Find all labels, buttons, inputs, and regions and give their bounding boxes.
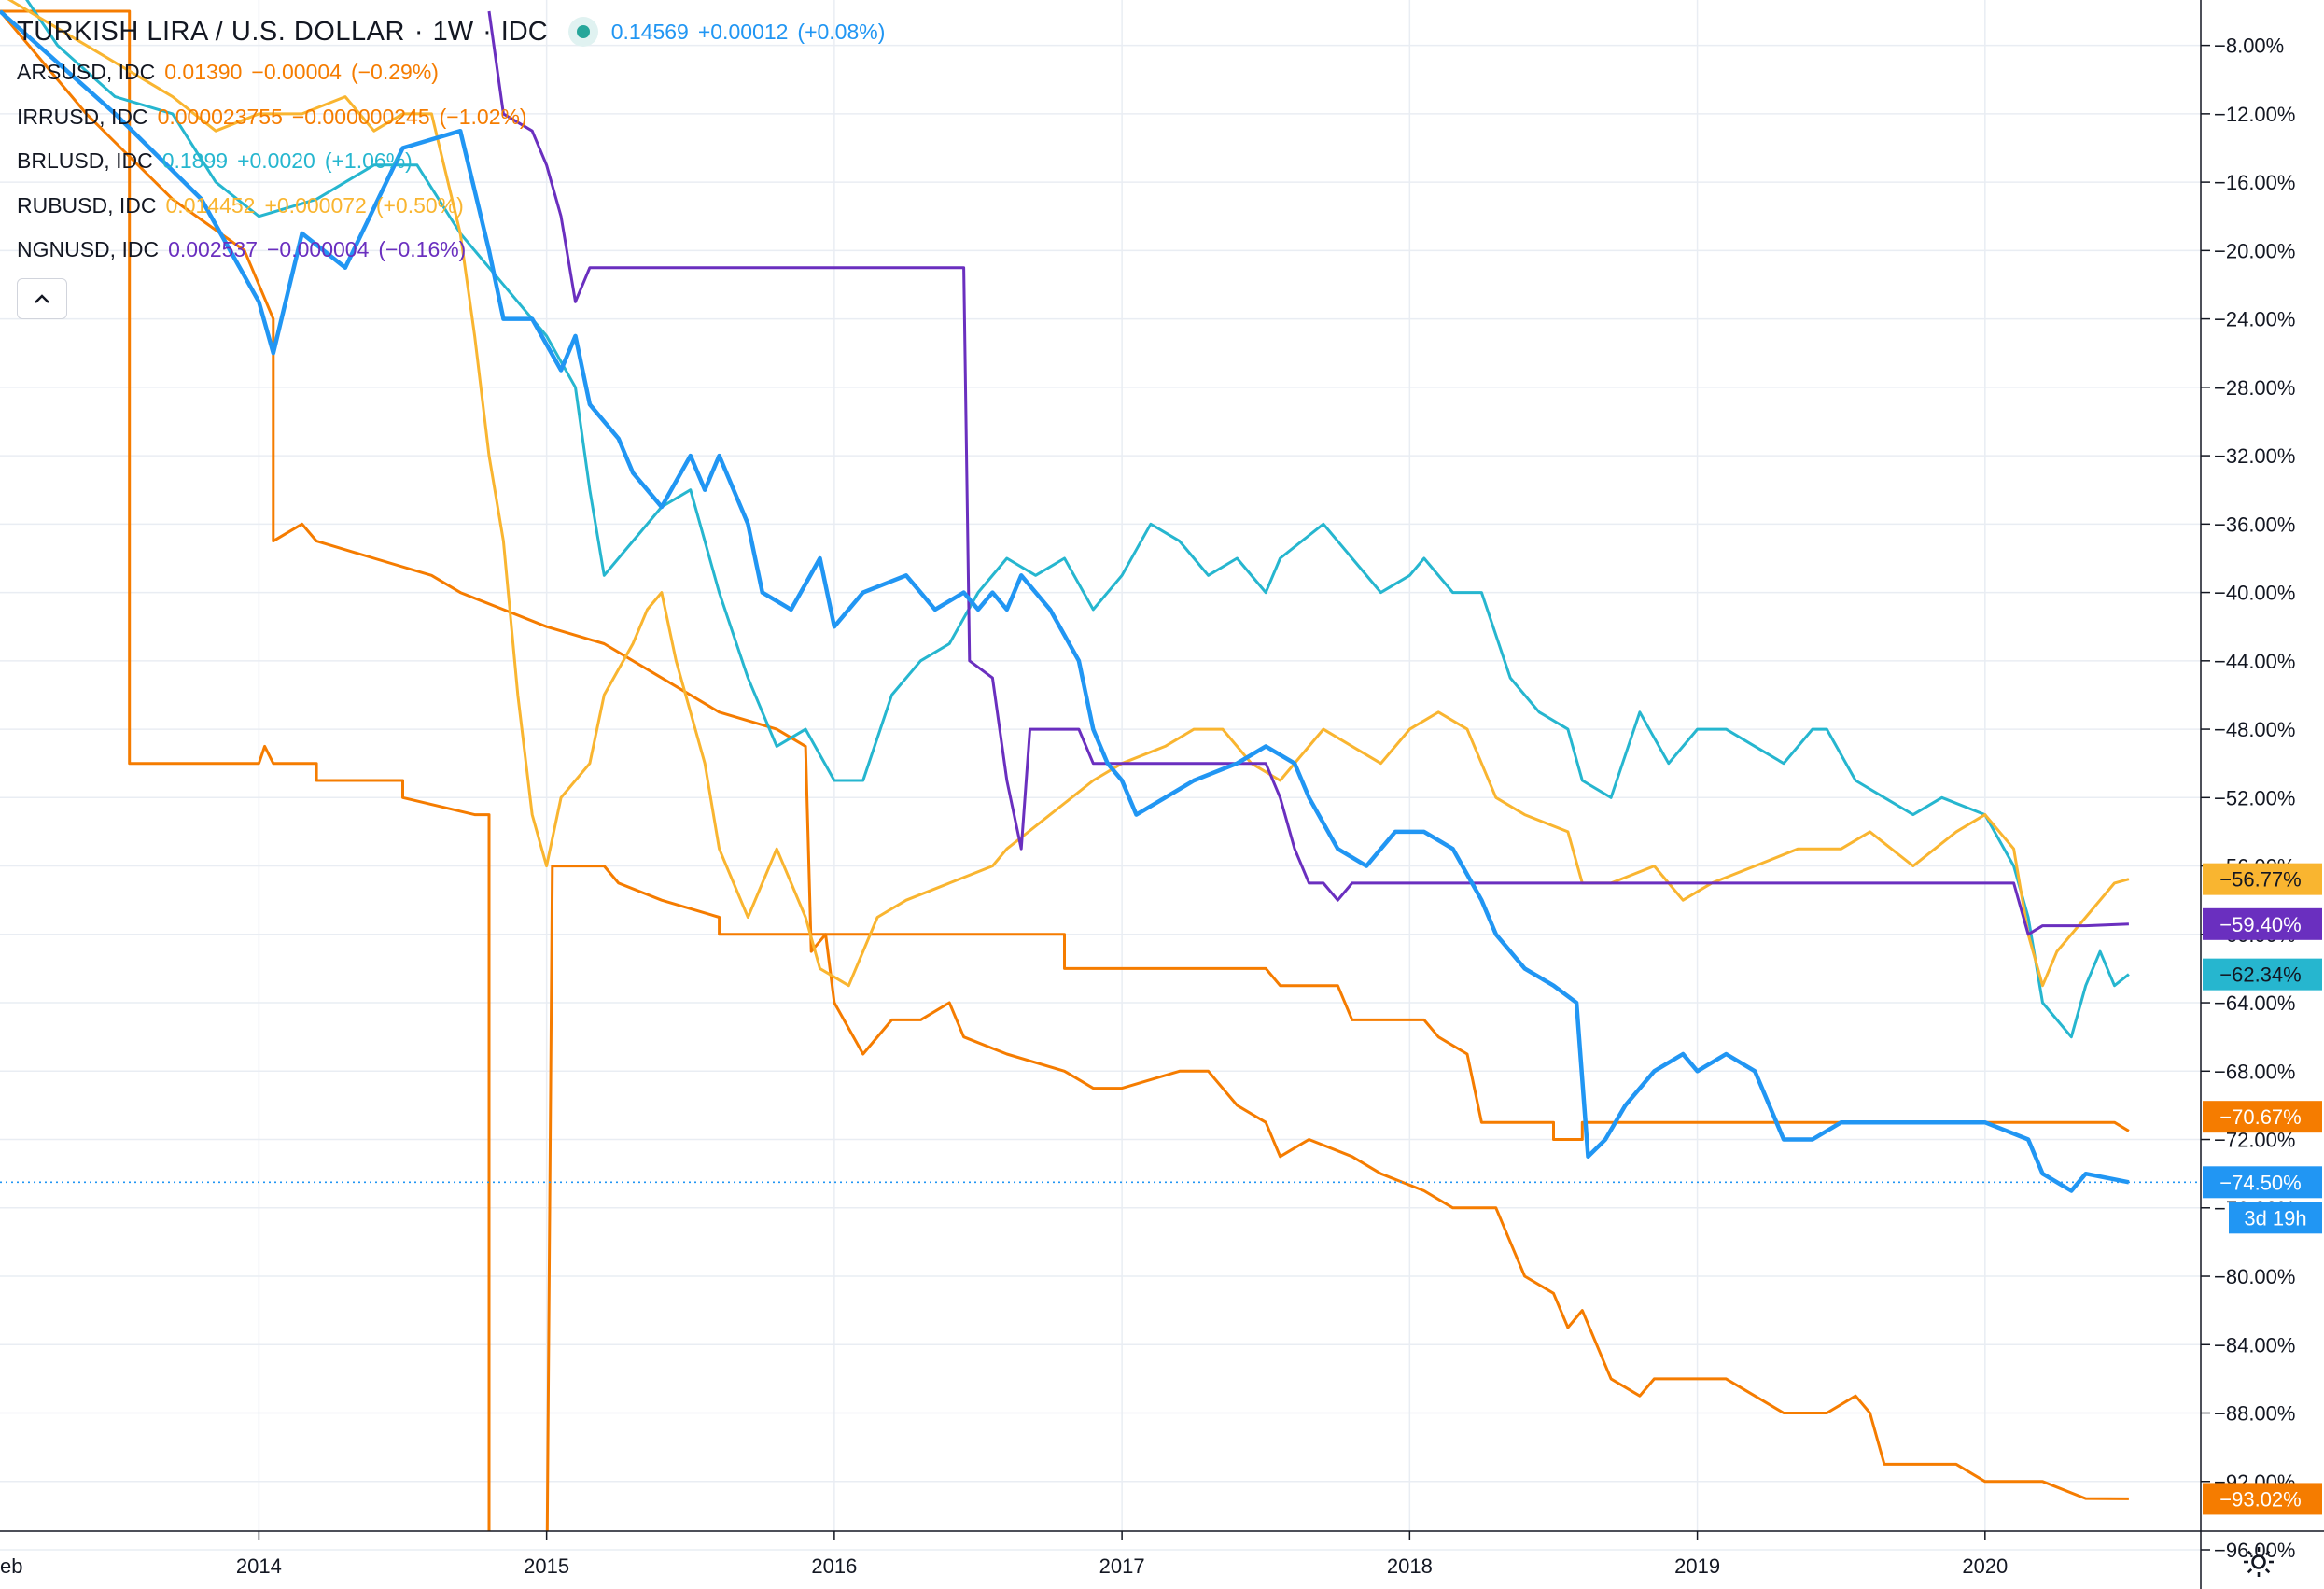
series-line-irr [0,9,2130,1531]
y-tick-label: −16.00% [2214,171,2295,194]
last-value-badge [2203,1166,2322,1199]
y-tick-label: −12.00% [2214,103,2295,126]
x-tick-label: 2019 [1674,1554,1720,1578]
chart-grid [0,0,2201,1551]
legend-symbol: ARSUSD, IDC [17,60,156,85]
main-change-pct: (+0.08%) [797,19,886,44]
last-value-badge-label: −62.34% [2219,963,2301,987]
chart-legend: TURKISH LIRA / U.S. DOLLAR · 1W · IDC 0.… [17,13,885,273]
symbol-title: TURKISH LIRA / U.S. DOLLAR [17,16,405,47]
price-axis[interactable]: −8.00% −12.00% −16.00% −20.00% −24.00% −28.00… [2200,0,2295,1589]
time-axis[interactable]: eb 2014 2015 2016 2017 2018 2019 2020 [0,1530,2324,1578]
y-tick-label: −28.00% [2214,376,2295,400]
x-tick-label: 2016 [811,1554,857,1578]
bar-countdown-label: 3d 19h [2244,1206,2306,1230]
y-tick-label: −36.00% [2214,513,2295,536]
legend-change: +0.0020 [237,148,315,174]
separator-dot: · [483,16,492,47]
y-tick-label: −52.00% [2214,786,2295,809]
last-value-badges: −56.77% −59.40% −62.34% −70.67% −74.50% −93.0… [2203,863,2322,1515]
y-tick-label: −40.00% [2214,582,2295,605]
last-value-badge [2203,863,2322,895]
x-tick-label: 2014 [236,1554,282,1578]
series-line-rub [7,0,2130,988]
legend-value: 0.014452 [165,192,256,218]
last-value-badge [2203,907,2322,940]
separator-dot: · [413,16,424,47]
status-dot-icon [567,17,598,47]
legend-change-pct: (−0.29%) [350,60,439,85]
legend-value: 0.002537 [168,237,258,262]
x-tick-label: 2017 [1099,1554,1145,1578]
y-tick-label: −68.00% [2214,1060,2295,1083]
series-line-brl [25,0,2130,1039]
legend-change: −0.000004 [267,237,370,262]
chevron-up-icon [35,294,49,303]
y-tick-label: −48.00% [2214,718,2295,741]
legend-row[interactable]: ARSUSD, IDC 0.01390 −0.00004 (−0.29%) [17,50,885,95]
y-tick-label: −84.00% [2214,1333,2295,1357]
source-label: IDC [500,16,548,47]
interval-label: 1W [432,16,474,47]
legend-change: −0.00004 [251,60,342,85]
legend-symbol: IRRUSD, IDC [17,104,148,129]
compare-symbols: ARSUSD, IDC 0.01390 −0.00004 (−0.29%) IRRUSD… [17,50,885,273]
legend-change-pct: (−1.02%) [439,104,527,129]
series-line-try [0,9,2130,1193]
legend-symbol: RUBUSD, IDC [17,192,157,218]
legend-change: +0.000072 [264,192,367,218]
legend-value: 0.01390 [164,60,243,85]
main-change: +0.00012 [697,19,789,44]
collapse-legend-button[interactable] [17,278,67,319]
last-value-badge-label: −70.67% [2219,1105,2301,1129]
y-tick-label: −20.00% [2214,239,2295,262]
y-tick-label: −80.00% [2214,1265,2295,1288]
y-tick-label: −32.00% [2214,444,2295,468]
main-symbol-row[interactable]: TURKISH LIRA / U.S. DOLLAR · 1W · IDC 0.… [17,13,885,50]
y-tick-label: −44.00% [2214,650,2295,673]
legend-row[interactable]: NGNUSD, IDC 0.002537 −0.000004 (−0.16%) [17,228,885,273]
legend-value: 0.000023755 [157,104,283,129]
legend-change-pct: (+0.50%) [375,192,464,218]
series-line-ars [0,10,2129,1500]
last-value-badge-label: −93.02% [2219,1487,2301,1511]
legend-symbol: BRLUSD, IDC [17,148,153,174]
legend-row[interactable]: BRLUSD, IDC 0.1899 +0.0020 (+1.06%) [17,139,885,184]
legend-row[interactable]: RUBUSD, IDC 0.014452 +0.000072 (+0.50%) [17,184,885,229]
last-value-badge-label: −56.77% [2219,868,2301,892]
x-tick-label: 2018 [1387,1554,1433,1578]
y-tick-label: −8.00% [2214,35,2284,58]
y-tick-label: −88.00% [2214,1402,2295,1426]
legend-change: −0.000000245 [291,104,430,129]
last-value-badge [2203,1101,2322,1133]
x-tick-label: eb [0,1554,22,1578]
y-tick-label: −24.00% [2214,308,2295,331]
y-tick-label: −64.00% [2214,991,2295,1015]
legend-symbol: NGNUSD, IDC [17,237,160,262]
main-value: 0.14569 [610,19,689,44]
bar-countdown-badge [2229,1202,2322,1234]
legend-change-pct: (−0.16%) [378,237,467,262]
legend-row[interactable]: IRRUSD, IDC 0.000023755 −0.000000245 (−1.02… [17,95,885,140]
legend-change-pct: (+1.06%) [324,148,413,174]
last-value-badge-label: −74.50% [2219,1171,2301,1194]
last-value-badge [2203,958,2322,991]
gear-icon[interactable] [2240,1543,2277,1581]
chart-series-layer [0,0,2130,1531]
last-value-badge [2203,1483,2322,1515]
last-value-badge-label: −59.40% [2219,913,2301,936]
x-tick-label: 2020 [1962,1554,2008,1578]
x-tick-label: 2015 [524,1554,569,1578]
legend-value: 0.1899 [161,148,229,174]
